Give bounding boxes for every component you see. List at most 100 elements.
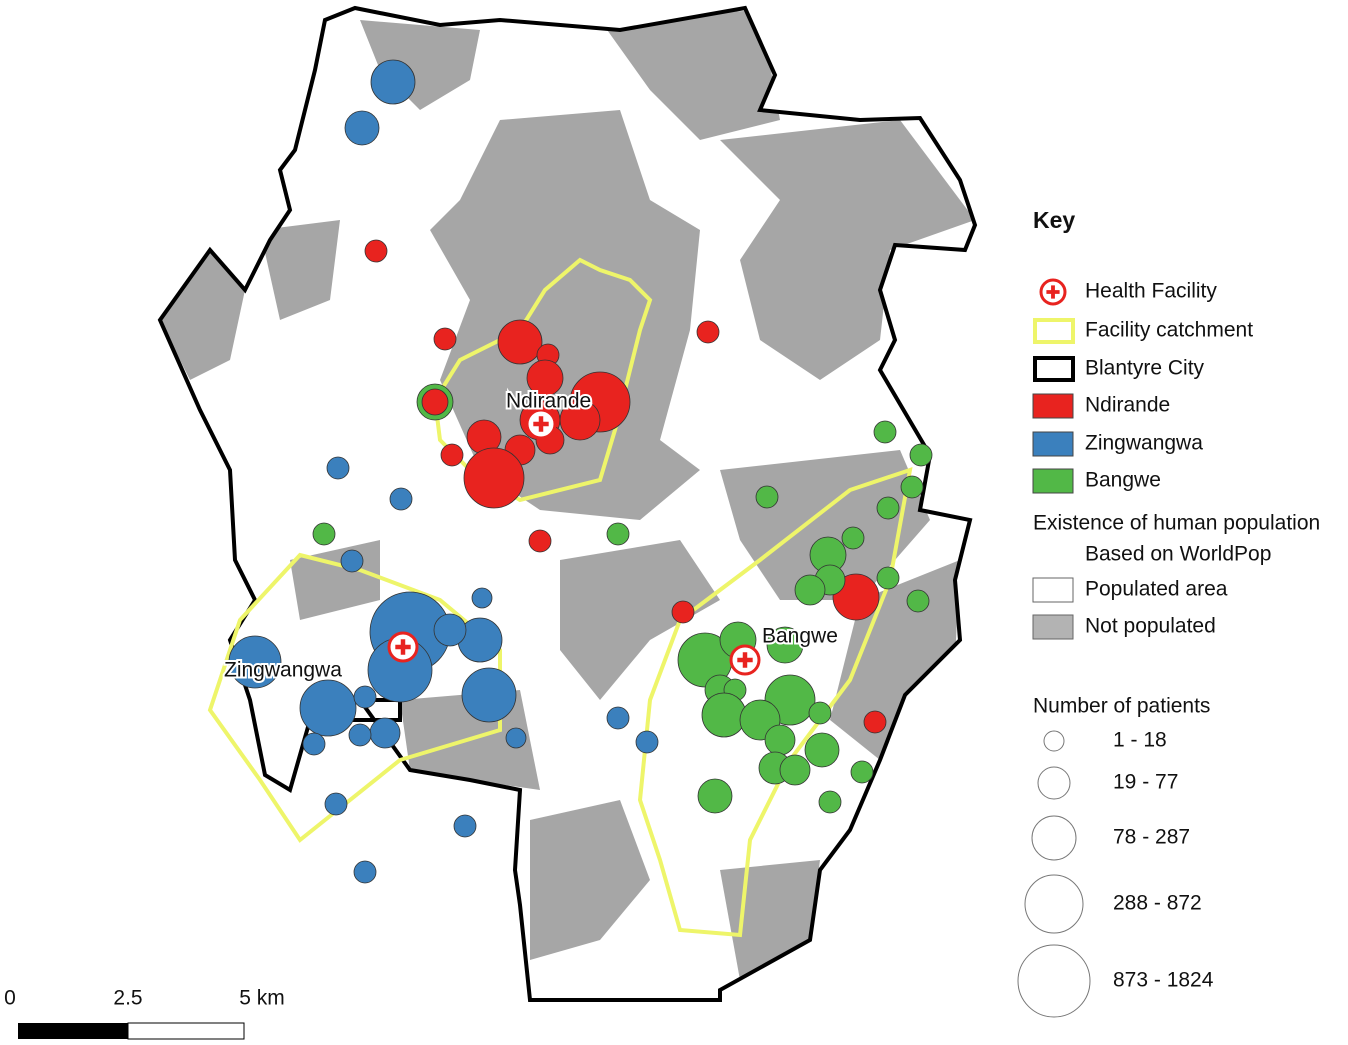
group-swatch xyxy=(1032,468,1074,494)
population-subtitle: Based on WorldPop xyxy=(1085,543,1271,566)
patient-circle xyxy=(324,792,348,816)
patient-circle xyxy=(794,574,826,606)
scale-label: 0 xyxy=(4,987,16,1010)
patient-circle xyxy=(369,717,401,749)
patient-circle xyxy=(497,319,543,365)
patient-circle xyxy=(348,723,372,747)
patient-circle xyxy=(906,589,930,613)
patient-circle xyxy=(876,566,900,590)
facilities: Ndirande Zingwangwa Bangwe xyxy=(222,388,840,684)
patient-circle xyxy=(832,573,880,621)
patient-circle xyxy=(755,485,779,509)
patient-circle xyxy=(909,443,933,467)
patient-circle xyxy=(850,760,874,784)
size-label: 873 - 1824 xyxy=(1113,969,1214,992)
city-swatch xyxy=(1033,356,1075,382)
patient-circle xyxy=(808,701,832,725)
key-title: Key xyxy=(1033,207,1075,233)
patient-circle xyxy=(326,456,350,480)
patient-circle xyxy=(876,496,900,520)
patient-circle xyxy=(841,526,865,550)
patient-circle xyxy=(697,778,733,814)
patient-circle xyxy=(421,388,449,416)
size-symbol xyxy=(1031,815,1077,861)
patient-circle xyxy=(463,447,525,509)
population-layer xyxy=(160,8,975,1000)
group-swatch xyxy=(1032,431,1074,457)
patient-circle xyxy=(804,732,840,768)
size-label: 288 - 872 xyxy=(1113,892,1202,915)
patient-circle xyxy=(389,487,413,511)
patient-circle xyxy=(364,239,388,263)
group-swatch xyxy=(1032,393,1074,419)
patient-circle xyxy=(433,613,467,647)
scale-label: 2.5 xyxy=(113,987,142,1010)
patient-circle xyxy=(471,587,493,609)
patient-circle xyxy=(344,110,380,146)
patient-circle xyxy=(528,529,552,553)
facility-label: Zingwangwa xyxy=(224,659,342,682)
facility-cross xyxy=(533,416,549,432)
scale-segment xyxy=(127,1022,245,1040)
patient-circle xyxy=(900,475,924,499)
scale-bar: 0 2.5 5 km xyxy=(4,987,285,1040)
patient-circle xyxy=(766,626,804,664)
patient-circles xyxy=(228,59,933,884)
patients-title: Number of patients xyxy=(1033,695,1210,718)
legend: Key Health Facility Facility catchment Bla… xyxy=(1017,207,1320,1018)
size-label: 19 - 77 xyxy=(1113,771,1178,794)
patient-circle xyxy=(453,814,477,838)
patient-circle xyxy=(671,600,695,624)
patient-circle xyxy=(370,59,416,105)
scale-segment xyxy=(18,1023,128,1039)
patient-circle xyxy=(353,860,377,884)
facility-cross xyxy=(1046,285,1060,299)
patient-circle xyxy=(526,359,564,397)
patient-circle xyxy=(228,635,282,689)
population-item: Not populated xyxy=(1085,615,1216,638)
populated-swatch xyxy=(1032,577,1074,603)
population-title: Existence of human population xyxy=(1033,512,1320,535)
key-item: Facility catchment xyxy=(1085,319,1253,342)
patient-circle xyxy=(433,327,457,351)
size-symbol xyxy=(1024,874,1084,934)
size-label: 78 - 287 xyxy=(1113,826,1190,849)
facility-label: Bangwe xyxy=(762,625,838,648)
patient-circle xyxy=(873,420,897,444)
facility-cross xyxy=(395,639,411,655)
population-item: Populated area xyxy=(1085,578,1228,601)
patient-circle xyxy=(440,443,464,467)
patient-circle xyxy=(701,692,747,738)
not-populated-swatch xyxy=(1032,614,1074,640)
patient-circle xyxy=(606,522,630,546)
patient-circle xyxy=(696,320,720,344)
size-symbol xyxy=(1037,766,1071,800)
key-item: Health Facility xyxy=(1085,280,1217,303)
size-symbol xyxy=(1043,730,1065,752)
patient-circle xyxy=(818,790,842,814)
patient-circle xyxy=(302,732,326,756)
patient-circle xyxy=(635,730,659,754)
catchments xyxy=(207,257,913,938)
facility-label: Ndirande xyxy=(506,390,591,413)
patient-circle xyxy=(299,679,357,737)
patient-circle xyxy=(340,549,364,573)
key-item: Blantyre City xyxy=(1085,357,1205,380)
patient-circle xyxy=(505,727,527,749)
patient-circle xyxy=(353,685,377,709)
size-symbol xyxy=(1017,944,1091,1018)
patient-circle xyxy=(863,710,887,734)
patient-circle xyxy=(461,667,517,723)
key-item: Ndirande xyxy=(1085,394,1170,417)
patient-circle xyxy=(312,522,336,546)
catchment-swatch xyxy=(1033,318,1075,344)
patient-circle xyxy=(779,754,811,786)
key-item: Bangwe xyxy=(1085,469,1161,492)
scale-label: 5 km xyxy=(239,987,285,1010)
patient-circle xyxy=(606,706,630,730)
key-item: Zingwangwa xyxy=(1085,432,1203,455)
patient-circle xyxy=(764,724,796,756)
size-label: 1 - 18 xyxy=(1113,729,1167,752)
facility-cross xyxy=(737,652,753,668)
